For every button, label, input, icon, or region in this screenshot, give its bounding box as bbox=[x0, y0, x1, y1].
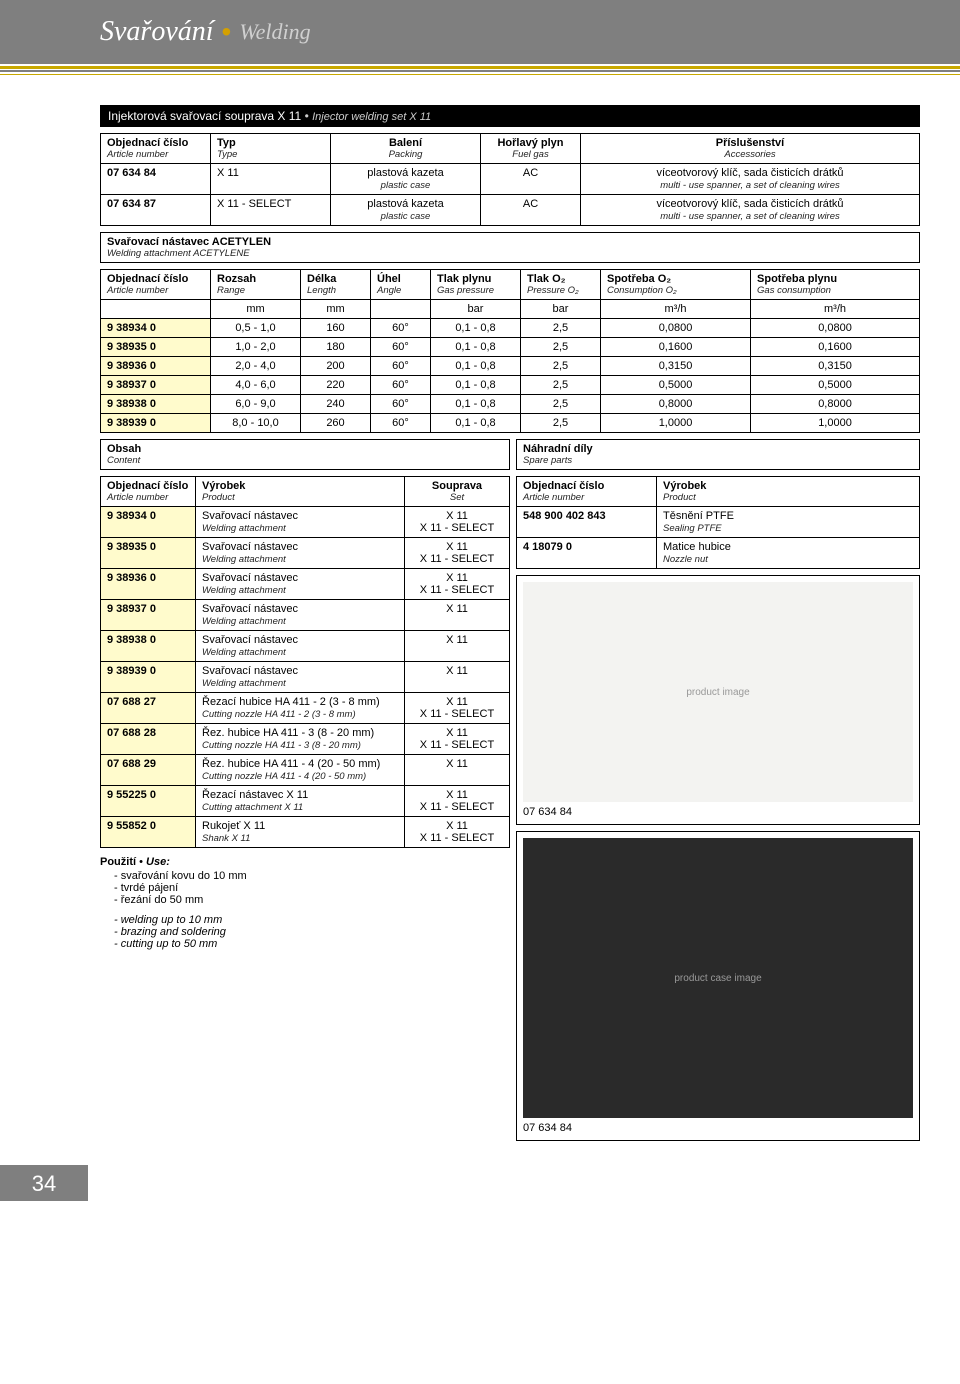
t1-h5: Příslušenství bbox=[587, 137, 913, 149]
section-title-en: Injector welding set X 11 bbox=[312, 111, 431, 123]
table-row: 9 38935 0Svařovací nástavecWelding attac… bbox=[101, 538, 510, 569]
table-row: 07 634 87 X 11 - SELECT plastová kazetap… bbox=[101, 195, 920, 226]
table-row: 9 38937 0Svařovací nástavecWelding attac… bbox=[101, 600, 510, 631]
table-row: 9 38934 00,5 - 1,016060°0,1 - 0,82,50,08… bbox=[101, 319, 920, 338]
usage-item: svařování kovu do 10 mm bbox=[114, 870, 510, 882]
table-row: 9 38939 08,0 - 10,026060°0,1 - 0,82,51,0… bbox=[101, 414, 920, 433]
table-row: 9 55852 0Rukojeť X 11Shank X 11X 11X 11 … bbox=[101, 817, 510, 848]
table-row: 07 688 29Řez. hubice HA 411 - 4 (20 - 50… bbox=[101, 755, 510, 786]
table-row: 9 38935 01,0 - 2,018060°0,1 - 0,82,50,16… bbox=[101, 338, 920, 357]
table-row: 07 688 27Řezací hubice HA 411 - 2 (3 - 8… bbox=[101, 693, 510, 724]
table-sets: Objednací čísloArticle number TypType Ba… bbox=[100, 133, 920, 226]
right-col: Náhradní díly Spare parts Objednací čísl… bbox=[516, 439, 920, 1141]
table-row: 07 688 28Řez. hubice HA 411 - 3 (8 - 20 … bbox=[101, 724, 510, 755]
img1-caption: 07 634 84 bbox=[523, 806, 913, 818]
t1-h2: Typ bbox=[217, 137, 324, 149]
page-number: 34 bbox=[0, 1165, 88, 1201]
table-row: 9 55225 0Řezací nástavec X 11Cutting att… bbox=[101, 786, 510, 817]
table-row: 9 38937 04,0 - 6,022060°0,1 - 0,82,50,50… bbox=[101, 376, 920, 395]
table-row: 548 900 402 843 Těsnění PTFESealing PTFE bbox=[517, 507, 920, 538]
table-row: 9 38936 0Svařovací nástavecWelding attac… bbox=[101, 569, 510, 600]
spare-title: Náhradní díly bbox=[523, 443, 913, 455]
t1-h1: Objednací číslo bbox=[107, 137, 204, 149]
content-title: Obsah bbox=[107, 443, 503, 455]
footer: 34 bbox=[0, 1151, 960, 1201]
attach-header: Svařovací nástavec ACETYLEN Welding atta… bbox=[100, 232, 920, 263]
usage-block: Použití • Use: svařování kovu do 10 mmtv… bbox=[100, 856, 510, 950]
usage-item: cutting up to 50 mm bbox=[114, 938, 510, 950]
table-row: 9 38934 0Svařovací nástavecWelding attac… bbox=[101, 507, 510, 538]
usage-item: welding up to 10 mm bbox=[114, 914, 510, 926]
table-row: 9 38939 0Svařovací nástavecWelding attac… bbox=[101, 662, 510, 693]
table-row: 9 38936 02,0 - 4,020060°0,1 - 0,82,50,31… bbox=[101, 357, 920, 376]
table-content: Objednací čísloArticle number VýrobekPro… bbox=[100, 476, 510, 848]
usage-item: tvrdé pájení bbox=[114, 882, 510, 894]
table-attachments: Objednací čísloArticle number RozsahRang… bbox=[100, 269, 920, 433]
table-spare: Objednací čísloArticle number VýrobekPro… bbox=[516, 476, 920, 569]
product-image-1: product image 07 634 84 bbox=[516, 575, 920, 825]
content: Injektorová svařovací souprava X 11 • In… bbox=[0, 75, 960, 1151]
left-col: Obsah Content Objednací čísloArticle num… bbox=[100, 439, 510, 958]
table-row: 9 38938 06,0 - 9,024060°0,1 - 0,82,50,80… bbox=[101, 395, 920, 414]
units-row: mmmm barbarm³/hm³/h bbox=[101, 300, 920, 319]
t1-h3: Balení bbox=[337, 137, 474, 149]
header-title-cz: Svařování bbox=[100, 16, 214, 48]
product-image-2: product case image 07 634 84 bbox=[516, 831, 920, 1141]
usage-item: řezání do 50 mm bbox=[114, 894, 510, 906]
section-title-cz: Injektorová svařovací souprava X 11 bbox=[108, 109, 301, 123]
page: Svařování • Welding Injektorová svařovac… bbox=[0, 0, 960, 1201]
table-row: 07 634 84 X 11 plastová kazetaplastic ca… bbox=[101, 164, 920, 195]
header-band: Svařování • Welding bbox=[0, 0, 960, 64]
table-row: 9 38938 0Svařovací nástavecWelding attac… bbox=[101, 631, 510, 662]
section-title: Injektorová svařovací souprava X 11 • In… bbox=[100, 105, 920, 127]
table-row: 4 18079 0 Matice hubiceNozzle nut bbox=[517, 538, 920, 569]
t1-h4: Hořlavý plyn bbox=[487, 137, 574, 149]
header-dot: • bbox=[222, 16, 232, 48]
img2-caption: 07 634 84 bbox=[523, 1122, 913, 1134]
header-title-en: Welding bbox=[239, 19, 310, 45]
usage-item: brazing and soldering bbox=[114, 926, 510, 938]
header-lines bbox=[0, 66, 960, 75]
